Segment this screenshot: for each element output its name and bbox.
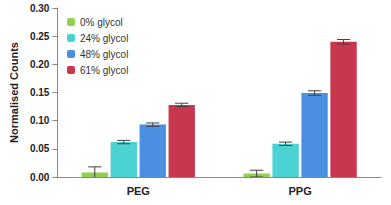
svg-text:0.30: 0.30 xyxy=(30,3,50,14)
svg-text:PEG: PEG xyxy=(127,185,150,197)
svg-text:0.00: 0.00 xyxy=(30,172,50,183)
svg-text:0.25: 0.25 xyxy=(30,31,50,42)
svg-text:61% glycol: 61% glycol xyxy=(80,65,128,76)
svg-text:0.10: 0.10 xyxy=(30,115,50,126)
svg-text:Normalised Counts: Normalised Counts xyxy=(8,42,20,143)
svg-text:48% glycol: 48% glycol xyxy=(80,49,128,60)
svg-text:0% glycol: 0% glycol xyxy=(80,17,123,28)
svg-text:0.05: 0.05 xyxy=(30,143,50,154)
svg-text:24% glycol: 24% glycol xyxy=(80,33,128,44)
svg-text:PPG: PPG xyxy=(288,185,311,197)
svg-text:0.15: 0.15 xyxy=(30,87,50,98)
svg-text:0.20: 0.20 xyxy=(30,59,50,70)
